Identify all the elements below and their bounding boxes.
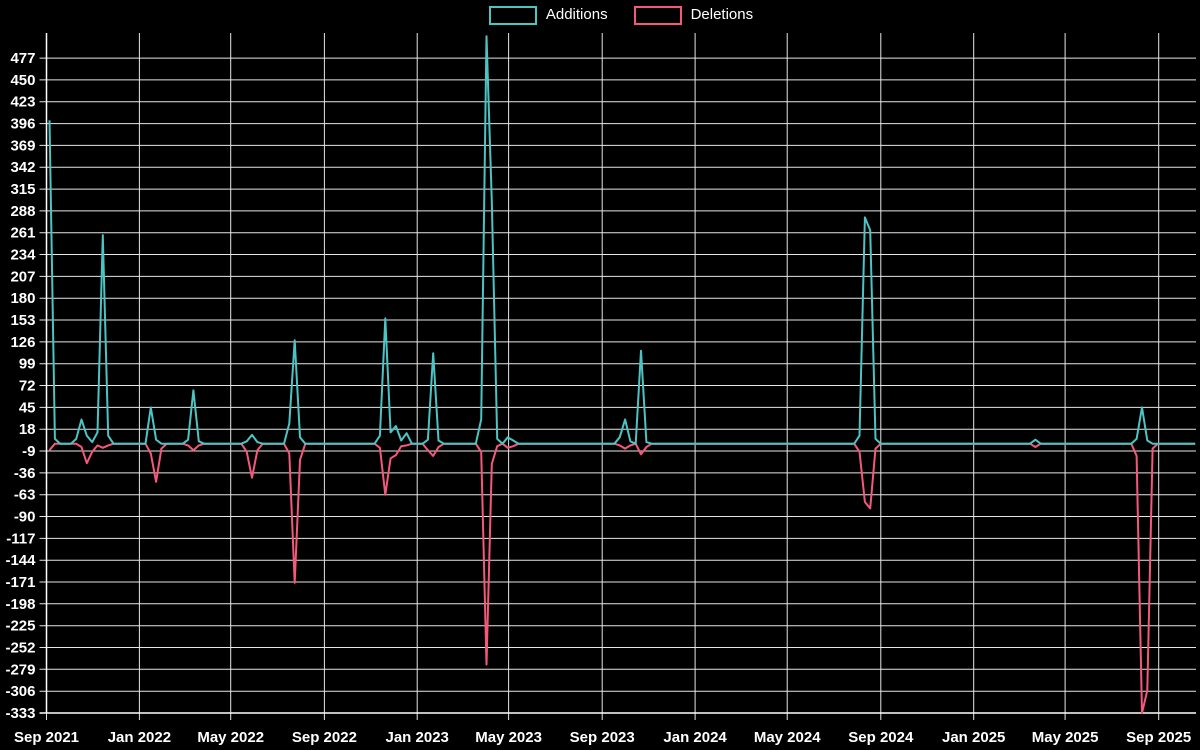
y-tick-label: -9: [22, 443, 35, 460]
x-tick-label: May 2022: [197, 729, 264, 746]
y-tick-label: 99: [19, 356, 36, 373]
y-tick-label: -333: [5, 705, 35, 722]
legend-label-additions: Additions: [545, 6, 608, 23]
axes: [39, 33, 1196, 714]
y-tick-labels: 477 450 423 396 369 342 315 288 261 234 207 180 153 1…: [5, 50, 36, 722]
y-tick-label: 369: [10, 137, 35, 154]
additions-swatch-icon: [488, 5, 537, 25]
legend-item-additions[interactable]: Additions: [488, 5, 608, 25]
y-tick-label: 45: [19, 399, 36, 416]
y-tick-label: 126: [10, 334, 35, 351]
y-tick-label: 261: [10, 225, 35, 242]
y-tick-label: -279: [5, 661, 35, 678]
gridlines: [39, 33, 1196, 720]
y-tick-label: 72: [19, 378, 36, 395]
y-tick-label: 153: [10, 312, 35, 329]
deletions-line: [48, 442, 1196, 714]
x-tick-label: Jan 2022: [108, 729, 171, 746]
deletions-swatch-icon: [633, 5, 682, 25]
x-tick-label: May 2025: [1032, 729, 1099, 746]
y-tick-label: 180: [10, 290, 35, 307]
y-tick-label: -171: [5, 574, 35, 591]
y-tick-label: -117: [6, 530, 35, 547]
x-tick-label: Jan 2025: [942, 729, 1005, 746]
y-tick-label: 315: [10, 181, 35, 198]
y-tick-label: 288: [10, 203, 35, 220]
y-tick-label: 342: [10, 159, 35, 176]
chart-legend: Additions Deletions: [46, 5, 1196, 25]
y-tick-label: 207: [10, 268, 35, 285]
x-tick-label: May 2023: [475, 729, 542, 746]
x-tick-label: Jan 2023: [386, 729, 449, 746]
y-tick-label: -225: [5, 618, 35, 635]
y-tick-label: 18: [19, 421, 36, 438]
y-tick-label: -252: [5, 640, 35, 657]
x-tick-label: Sep 2025: [1126, 729, 1191, 746]
y-tick-label: -306: [5, 683, 35, 700]
y-tick-label: -63: [14, 487, 36, 504]
y-tick-label: 450: [10, 72, 35, 89]
y-tick-label: 423: [10, 94, 35, 111]
x-tick-label: Sep 2022: [292, 729, 357, 746]
x-tick-label: Sep 2021: [14, 729, 79, 746]
x-tick-label: Jan 2024: [663, 729, 727, 746]
y-tick-label: -90: [14, 509, 36, 526]
y-tick-label: 396: [10, 116, 35, 133]
x-tick-label: Sep 2023: [570, 729, 635, 746]
y-tick-label: -36: [14, 465, 36, 482]
y-tick-label: 234: [10, 247, 36, 264]
y-tick-label: 477: [10, 50, 35, 67]
y-tick-label: -144: [5, 552, 36, 569]
legend-label-deletions: Deletions: [690, 6, 754, 23]
legend-item-deletions[interactable]: Deletions: [633, 5, 754, 25]
x-tick-label: Sep 2024: [848, 729, 914, 746]
x-tick-label: May 2024: [754, 729, 821, 746]
y-tick-label: -198: [5, 596, 35, 613]
x-tick-labels: Sep 2021 Jan 2022 May 2022 Sep 2022 Jan 2023…: [14, 729, 1191, 746]
additions-line: [48, 35, 1196, 445]
